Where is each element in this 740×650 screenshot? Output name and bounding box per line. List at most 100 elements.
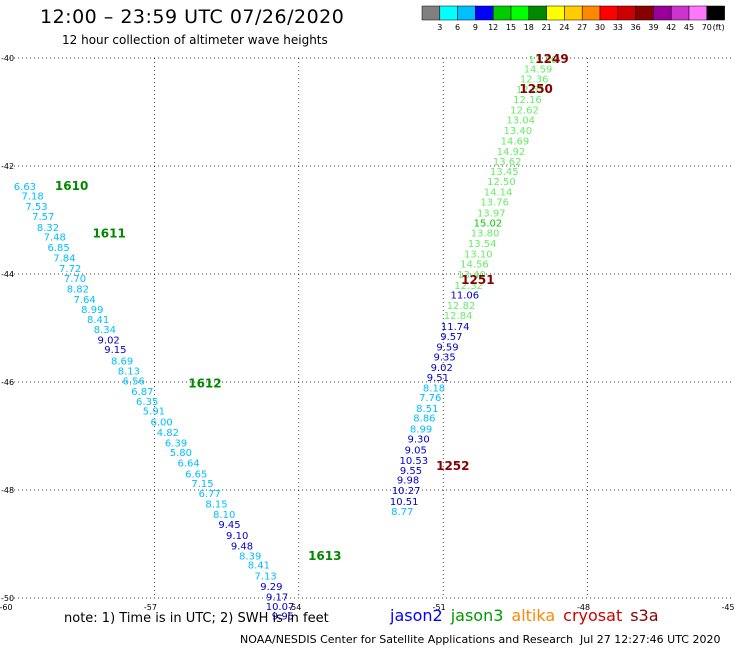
swh-value-label: 9.51 — [427, 373, 449, 384]
mission-legend-cryosat: cryosat — [563, 606, 623, 625]
chart-title: 12:00 – 23:59 UTC 07/26/2020 — [40, 6, 345, 28]
y-tick-label: -42 — [1, 162, 14, 171]
swh-value-label: 6.39 — [165, 438, 187, 449]
swh-value-label: 5.91 — [143, 407, 165, 418]
x-tick-label: -45 — [721, 603, 734, 612]
swh-value-label: 6.00 — [150, 417, 172, 428]
swh-value-label: 8.32 — [37, 223, 59, 234]
swh-value-label: 10.53 — [400, 456, 429, 467]
swh-value-label: 7.64 — [73, 295, 95, 306]
colorbar-label: 21 — [542, 23, 552, 32]
swh-value-label: 7.13 — [254, 571, 276, 582]
swh-value-label: 9.45 — [218, 520, 240, 531]
swh-value-label: 13.40 — [457, 270, 486, 281]
swh-value-label: 14.69 — [501, 137, 530, 148]
swh-value-label: 11.06 — [451, 291, 480, 302]
swh-value-label: 8.99 — [410, 424, 432, 435]
pass-number-label: 1249 — [535, 52, 568, 66]
swh-value-label: 14.92 — [497, 147, 526, 158]
swh-value-label: 9.95 — [272, 611, 294, 620]
y-tick-label: -44 — [1, 270, 14, 279]
swh-value-label: 10.27 — [392, 486, 421, 497]
chart-subtitle: 12 hour collection of altimeter wave hei… — [62, 33, 328, 47]
x-tick-label: -48 — [577, 603, 590, 612]
mission-legend-jason3: jason3 — [450, 606, 504, 625]
swh-value-label: 5.80 — [170, 448, 192, 459]
pass-number-label: 1610 — [55, 179, 88, 193]
colorbar-label: 24 — [559, 23, 569, 32]
pass-number-label: 1612 — [188, 377, 221, 391]
swh-value-label: 6.63 — [14, 182, 36, 193]
swh-value-label: 8.69 — [111, 356, 133, 367]
swh-value-label: 7.15 — [191, 479, 213, 490]
colorbar-label: 9 — [473, 23, 478, 32]
swh-value-label: 9.55 — [400, 466, 422, 477]
colorbar-label: 45 — [684, 23, 694, 32]
swh-value-label: 6.56 — [123, 376, 145, 387]
swh-value-label: 9.10 — [226, 531, 248, 542]
timestamp-text: Jul 27 12:27:46 UTC 2020 — [580, 633, 721, 646]
swh-value-label: 9.05 — [405, 446, 427, 457]
swh-value-label: 6.77 — [199, 489, 221, 500]
swh-value-label: 7.18 — [21, 192, 43, 203]
swh-value-label: 8.39 — [239, 551, 261, 562]
pass-number-label: 1251 — [461, 273, 494, 287]
note-text: note: 1) Time is in UTC; 2) SWH is in fe… — [64, 611, 329, 626]
swh-value-label: 13.45 — [490, 167, 519, 178]
swh-value-label: 9.57 — [440, 332, 462, 343]
swh-value-label: 9.02 — [98, 335, 120, 346]
swh-value-label: 13.54 — [468, 239, 497, 250]
swh-value-label: 8.51 — [416, 404, 438, 415]
x-tick-label: -60 — [0, 603, 13, 612]
colorbar-label: 36 — [631, 23, 641, 32]
swh-value-label: 4.82 — [157, 428, 179, 439]
swh-value-label: 10.07 — [266, 602, 295, 613]
swh-value-label: 13.62 — [493, 157, 522, 168]
colorbar-label: 12 — [488, 23, 498, 32]
swh-value-label: 14.59 — [524, 64, 553, 75]
swh-value-label: 10.51 — [390, 497, 419, 508]
x-tick-label: -51 — [433, 603, 446, 612]
swh-value-label: 9.30 — [408, 435, 430, 446]
swh-value-label: 12.16 — [513, 95, 542, 106]
swh-value-label: 13.40 — [503, 126, 532, 137]
pass-number-label: 1250 — [519, 82, 552, 96]
mission-legend-s3a: s3a — [630, 606, 659, 625]
x-tick-label: -54 — [288, 603, 301, 612]
mission-legend-altika: altika — [511, 606, 556, 625]
colorbar-label: 39 — [648, 23, 658, 32]
swh-value-label: 9.59 — [436, 342, 458, 353]
swh-value-label: 12.62 — [510, 105, 539, 116]
swh-value-label: 12.65 — [516, 85, 545, 96]
swh-value-label: 13.10 — [464, 249, 493, 260]
swh-value-label: 6.35 — [136, 397, 158, 408]
swh-value-label: 14.56 — [460, 260, 489, 271]
pass-number-label: 1613 — [308, 549, 341, 563]
swh-value-label: 8.99 — [81, 305, 103, 316]
swh-value-label: 8.34 — [94, 325, 116, 336]
y-tick-label: -46 — [1, 378, 14, 387]
swh-value-label: 8.41 — [248, 561, 270, 572]
y-tick-label: -48 — [1, 486, 14, 495]
swh-value-label: 7.72 — [59, 264, 81, 275]
colorbar-label: 30 — [595, 23, 605, 32]
swh-value-label: 9.17 — [266, 592, 288, 603]
swh-value-label: 8.41 — [87, 315, 109, 326]
swh-value-label: 9.48 — [231, 542, 253, 553]
swh-value-label: 14.14 — [484, 187, 513, 198]
swh-value-label: 11.74 — [441, 322, 470, 333]
swh-value-label: 7.57 — [32, 212, 54, 223]
colorbar-label: 70 — [702, 23, 712, 32]
swh-value-label: 12.84 — [444, 311, 473, 322]
swh-value-label: 9.29 — [260, 582, 282, 593]
swh-value-label: 8.82 — [67, 285, 89, 296]
colorbar-label: 42 — [666, 23, 676, 32]
colorbar-label: 33 — [613, 23, 623, 32]
colorbar-label: 27 — [577, 23, 587, 32]
swh-value-label: 7.76 — [419, 393, 441, 404]
swh-value-label: 8.10 — [213, 510, 235, 521]
swh-value-label: 7.70 — [64, 274, 86, 285]
swh-value-label: 6.65 — [185, 469, 207, 480]
colorbar-label: 6 — [455, 23, 460, 32]
swh-value-label: 13.76 — [480, 198, 509, 209]
